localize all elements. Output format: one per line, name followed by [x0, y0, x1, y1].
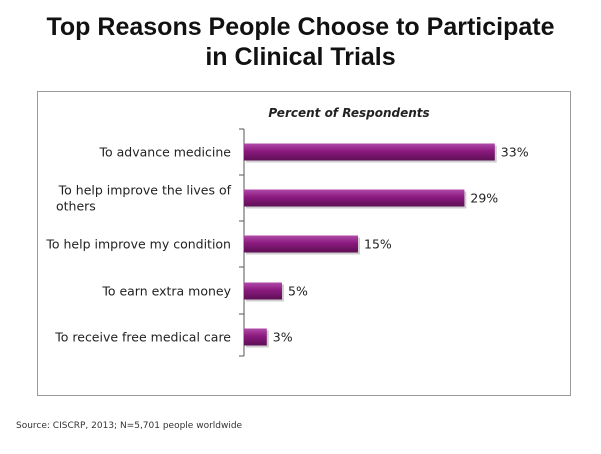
chart-title-line-1: Top Reasons People Choose to Participate — [46, 13, 555, 41]
chart-frame — [37, 91, 571, 396]
chart-title: Top Reasons People Choose to Participate… — [0, 12, 601, 72]
chart-title-line-2: in Clinical Trials — [205, 43, 396, 71]
source-note: Source: CISCRP, 2013; N=5,701 people wor… — [16, 421, 243, 431]
